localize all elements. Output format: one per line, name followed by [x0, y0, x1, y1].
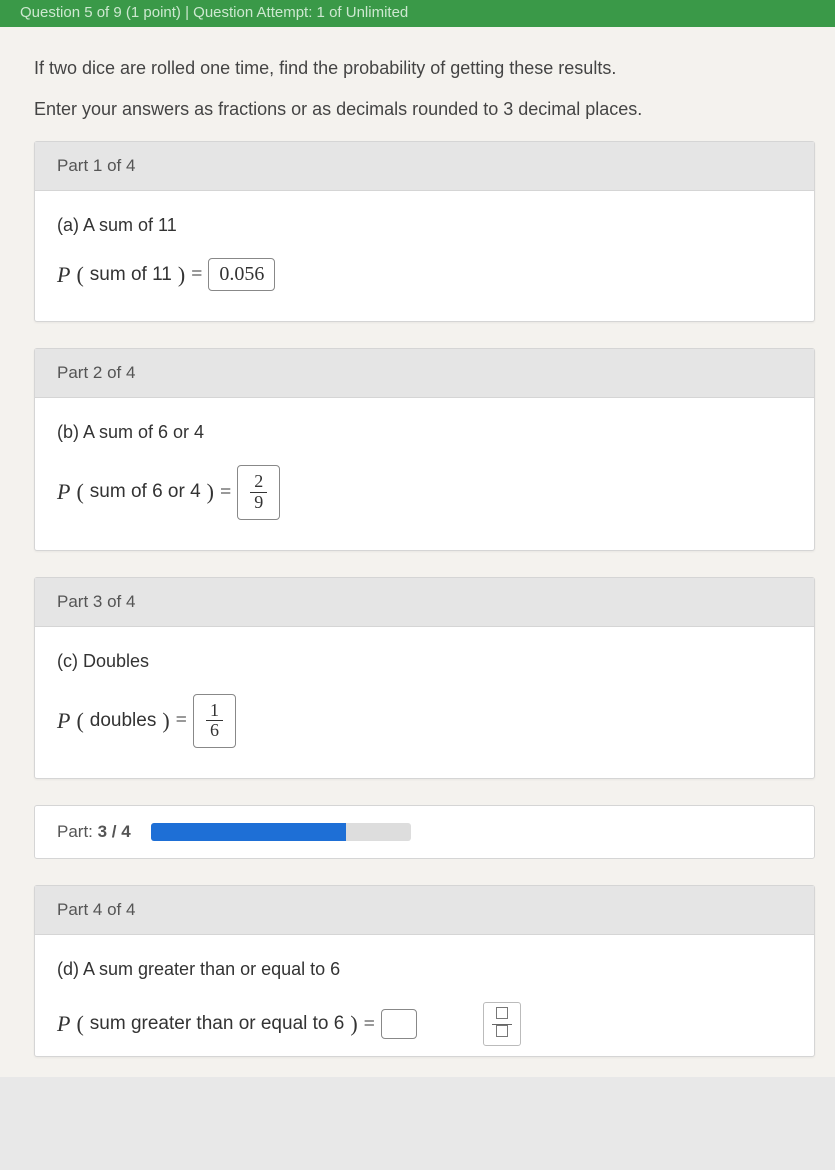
- open-paren: (: [76, 708, 83, 734]
- expr-inner: sum greater than or equal to 6: [90, 1013, 345, 1035]
- progress-fill: [151, 823, 346, 841]
- prob-symbol: P: [57, 262, 70, 288]
- close-paren: ): [178, 262, 185, 288]
- part-4-answer-input[interactable]: [381, 1009, 417, 1039]
- question-status-bar: Question 5 of 9 (1 point) | Question Att…: [0, 0, 835, 27]
- prob-symbol: P: [57, 1011, 70, 1037]
- equals-sign: =: [176, 709, 187, 732]
- part-1-header: Part 1 of 4: [35, 142, 814, 191]
- fraction: 2 9: [250, 472, 267, 513]
- part-4-expression: P ( sum greater than or equal to 6 ) =: [57, 1002, 792, 1046]
- fraction: 1 6: [206, 701, 223, 742]
- prob-symbol: P: [57, 479, 70, 505]
- part-4-label: (d) A sum greater than or equal to 6: [57, 959, 792, 980]
- equals-sign: =: [220, 481, 231, 504]
- intro-line-1: If two dice are rolled one time, find th…: [34, 55, 815, 82]
- part-3-label: (c) Doubles: [57, 651, 792, 672]
- part-3-expression: P ( doubles ) = 1 6: [57, 694, 792, 749]
- question-intro: If two dice are rolled one time, find th…: [34, 55, 815, 123]
- part-3-header: Part 3 of 4: [35, 578, 814, 627]
- equals-sign: =: [364, 1013, 375, 1036]
- part-4-panel: Part 4 of 4 (d) A sum greater than or eq…: [34, 885, 815, 1057]
- part-3-answer-input[interactable]: 1 6: [193, 694, 236, 749]
- fraction-denominator: 9: [250, 493, 267, 513]
- square-icon: [496, 1007, 508, 1019]
- progress-label: Part: 3 / 4: [57, 822, 131, 842]
- content-area: If two dice are rolled one time, find th…: [0, 27, 835, 1077]
- open-paren: (: [76, 1011, 83, 1037]
- close-paren: ): [350, 1011, 357, 1037]
- progress-label-value: 3 / 4: [98, 822, 131, 841]
- fraction-tool-button[interactable]: [483, 1002, 521, 1046]
- part-2-label: (b) A sum of 6 or 4: [57, 422, 792, 443]
- expr-inner: sum of 6 or 4: [90, 481, 201, 503]
- expr-inner: sum of 11: [90, 264, 172, 286]
- part-1-expression: P ( sum of 11 ) = 0.056: [57, 258, 792, 291]
- fraction-icon: [492, 1007, 512, 1041]
- part-1-label: (a) A sum of 11: [57, 215, 792, 236]
- part-3-body: (c) Doubles P ( doubles ) = 1 6: [35, 627, 814, 779]
- progress-row: Part: 3 / 4: [34, 805, 815, 859]
- open-paren: (: [76, 479, 83, 505]
- part-3-panel: Part 3 of 4 (c) Doubles P ( doubles ) = …: [34, 577, 815, 780]
- close-paren: ): [207, 479, 214, 505]
- part-1-panel: Part 1 of 4 (a) A sum of 11 P ( sum of 1…: [34, 141, 815, 322]
- part-2-header: Part 2 of 4: [35, 349, 814, 398]
- part-1-answer-input[interactable]: 0.056: [208, 258, 275, 291]
- close-paren: ): [162, 708, 169, 734]
- prob-symbol: P: [57, 708, 70, 734]
- equals-sign: =: [191, 263, 202, 286]
- fraction-numerator: 1: [206, 701, 223, 722]
- part-1-body: (a) A sum of 11 P ( sum of 11 ) = 0.056: [35, 191, 814, 321]
- progress-bar: [151, 823, 411, 841]
- part-2-panel: Part 2 of 4 (b) A sum of 6 or 4 P ( sum …: [34, 348, 815, 551]
- intro-line-2: Enter your answers as fractions or as de…: [34, 96, 815, 123]
- fraction-denominator: 6: [206, 721, 223, 741]
- part-2-body: (b) A sum of 6 or 4 P ( sum of 6 or 4 ) …: [35, 398, 814, 550]
- part-4-header: Part 4 of 4: [35, 886, 814, 935]
- part-2-answer-input[interactable]: 2 9: [237, 465, 280, 520]
- expr-inner: doubles: [90, 710, 157, 732]
- progress-label-prefix: Part:: [57, 822, 98, 841]
- open-paren: (: [76, 262, 83, 288]
- part-4-body: (d) A sum greater than or equal to 6 P (…: [35, 935, 814, 1056]
- fraction-numerator: 2: [250, 472, 267, 493]
- square-icon: [496, 1025, 508, 1037]
- part-2-expression: P ( sum of 6 or 4 ) = 2 9: [57, 465, 792, 520]
